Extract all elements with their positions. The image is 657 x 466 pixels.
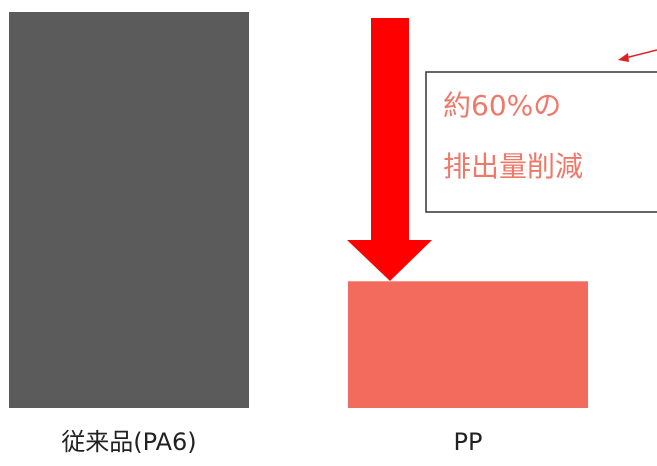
- reduction-arrow: [347, 18, 432, 281]
- reduction-callout: 約60%の 排出量削減: [425, 71, 657, 213]
- bar-pa6-conventional: [9, 12, 249, 408]
- reduction-callout-line2: 排出量削減: [443, 150, 583, 183]
- category-labels: 従来品(PA6) PP: [61, 428, 482, 456]
- reduction-arrow-shaft: [371, 18, 409, 242]
- bar-pp: [348, 281, 588, 408]
- category-label-pa6-conventional: 従来品(PA6): [61, 428, 196, 456]
- callout-pointer: [618, 49, 657, 62]
- category-label-pp: PP: [454, 428, 483, 456]
- callout-pointer-line: [624, 49, 657, 59]
- callout-pointer-arrowhead: [618, 53, 629, 62]
- bars-layer: [9, 12, 588, 408]
- reduction-arrow-head: [347, 240, 432, 281]
- reduction-callout-box: [425, 71, 657, 213]
- reduction-callout-line1: 約60%の: [443, 89, 561, 122]
